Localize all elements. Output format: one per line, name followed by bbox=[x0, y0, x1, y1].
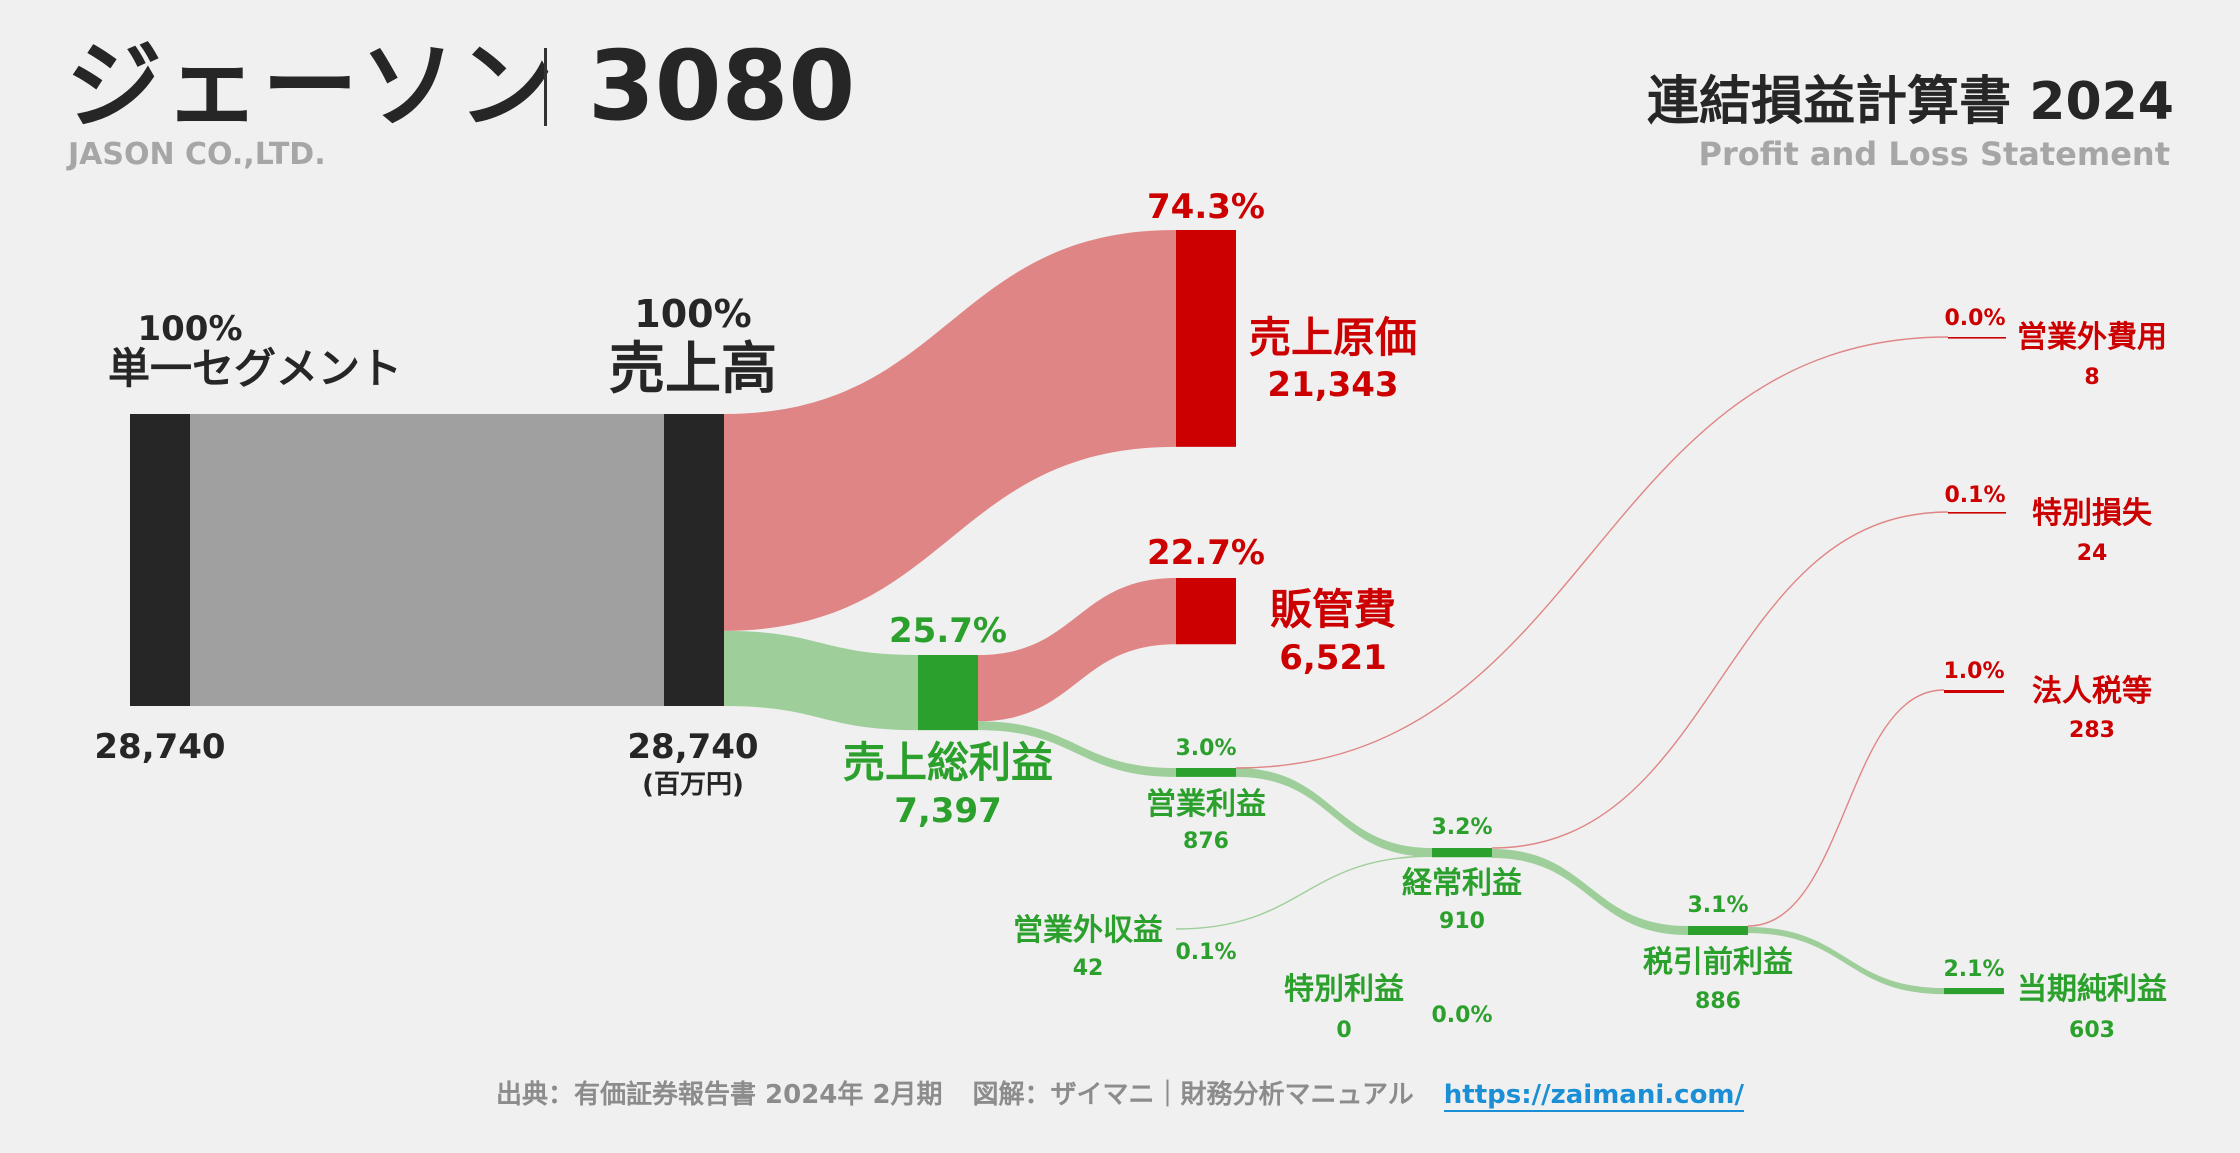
pct-label-op: 3.0% bbox=[1175, 736, 1236, 761]
pct-label-revenue: 100% bbox=[634, 292, 751, 336]
link-nonop-inc-ordinary bbox=[1175, 855, 1433, 930]
node-net bbox=[1944, 988, 2004, 995]
name-label-ext_gain: 特別利益 bbox=[1284, 972, 1404, 1007]
link-revenue-gross bbox=[724, 630, 918, 731]
link-op-nonop-exp bbox=[1235, 336, 1949, 769]
node-gross bbox=[918, 655, 978, 731]
value-label-nonop_inc: 42 bbox=[1073, 956, 1104, 981]
credit-note: 図解：ザイマニ｜財務分析マニュアル bbox=[972, 1080, 1414, 1110]
node-tax bbox=[1944, 690, 2004, 693]
link-pretax-net bbox=[1748, 927, 1944, 995]
unit-label: (百万円) bbox=[642, 770, 744, 800]
link-ordinary-pretax bbox=[1492, 849, 1688, 936]
name-label-segment: 単一セグメント bbox=[108, 344, 402, 393]
name-label-ordinary: 経常利益 bbox=[1402, 866, 1522, 901]
value-label-op: 876 bbox=[1183, 829, 1229, 854]
link-op-ordinary bbox=[1236, 768, 1432, 857]
name-label-op: 営業利益 bbox=[1146, 787, 1266, 822]
node-cogs bbox=[1176, 230, 1236, 447]
statement-subtitle: Profit and Loss Statement bbox=[1698, 135, 2170, 173]
company-name: ジェーソン bbox=[66, 30, 556, 142]
name-label-cogs: 売上原価 bbox=[1249, 313, 1417, 362]
link-pretax-tax bbox=[1747, 689, 1945, 927]
pct-label-ext_loss: 0.1% bbox=[1944, 483, 2005, 508]
pct-label-cogs: 74.3% bbox=[1147, 187, 1265, 227]
link-segment-revenue bbox=[190, 414, 664, 706]
value-label-tax: 283 bbox=[2069, 718, 2115, 743]
pct-label-net: 2.1% bbox=[1943, 957, 2004, 982]
value-label-gross: 7,397 bbox=[894, 791, 1002, 831]
value-label-ext_loss: 24 bbox=[2077, 541, 2108, 566]
name-label-nonop_exp: 営業外費用 bbox=[2017, 320, 2167, 355]
name-label-gross: 売上総利益 bbox=[843, 738, 1053, 787]
name-label-sga: 販管費 bbox=[1270, 585, 1396, 634]
name-label-net: 当期純利益 bbox=[2017, 972, 2167, 1007]
pct-label-sga: 22.7% bbox=[1147, 533, 1265, 573]
value-label-net: 603 bbox=[2069, 1018, 2115, 1043]
site-link[interactable]: https://zaimani.com/ bbox=[1443, 1080, 1745, 1112]
pct-label-segment: 100% bbox=[137, 309, 242, 349]
node-ext_loss bbox=[1948, 512, 2006, 514]
node-segment bbox=[130, 414, 190, 706]
node-nonop_exp bbox=[1948, 337, 2006, 339]
node-revenue bbox=[664, 414, 724, 706]
company-name-en: JASON CO.,LTD. bbox=[68, 137, 326, 172]
link-revenue-cogs bbox=[724, 230, 1176, 631]
value-label-nonop_exp: 8 bbox=[2084, 365, 2099, 390]
pct-label-pretax: 3.1% bbox=[1687, 893, 1748, 918]
footer: 出典：有価証券報告書 2024年 2月期 図解：ザイマニ｜財務分析マニュアル htt… bbox=[0, 1074, 2240, 1112]
pct-label-ext_gain: 0.0% bbox=[1431, 1003, 1492, 1028]
value-label-cogs: 21,343 bbox=[1267, 365, 1398, 405]
title-separator bbox=[544, 48, 547, 126]
value-label-ext_gain: 0 bbox=[1336, 1018, 1351, 1043]
value-label-revenue: 28,740 bbox=[627, 727, 758, 767]
node-op bbox=[1176, 768, 1236, 777]
pct-label-gross: 25.7% bbox=[889, 611, 1007, 651]
statement-title: 連結損益計算書 2024 bbox=[1647, 72, 2174, 132]
name-label-tax: 法人税等 bbox=[2032, 674, 2152, 709]
ticker-code: 3080 bbox=[588, 30, 856, 142]
node-ordinary bbox=[1432, 848, 1492, 858]
link-ordinary-ext-loss bbox=[1491, 511, 1949, 849]
value-label-pretax: 886 bbox=[1695, 989, 1741, 1014]
name-label-ext_loss: 特別損失 bbox=[2032, 496, 2153, 531]
name-label-nonop_inc: 営業外収益 bbox=[1013, 913, 1163, 948]
value-label-segment: 28,740 bbox=[94, 727, 225, 767]
link-gross-op bbox=[978, 721, 1176, 777]
pct-label-nonop_exp: 0.0% bbox=[1944, 306, 2005, 331]
node-sga bbox=[1176, 578, 1236, 645]
pct-label-ordinary: 3.2% bbox=[1431, 815, 1492, 840]
pct-label-tax: 1.0% bbox=[1943, 659, 2004, 684]
name-label-pretax: 税引前利益 bbox=[1643, 945, 1793, 980]
value-label-ordinary: 910 bbox=[1439, 909, 1485, 934]
pct-label-nonop_inc: 0.1% bbox=[1175, 940, 1236, 965]
name-label-revenue: 売上高 bbox=[609, 337, 777, 402]
value-label-sga: 6,521 bbox=[1279, 638, 1387, 678]
node-pretax bbox=[1688, 926, 1748, 936]
source-note: 出典：有価証券報告書 2024年 2月期 bbox=[495, 1080, 943, 1110]
link-gross-sga bbox=[978, 578, 1176, 722]
